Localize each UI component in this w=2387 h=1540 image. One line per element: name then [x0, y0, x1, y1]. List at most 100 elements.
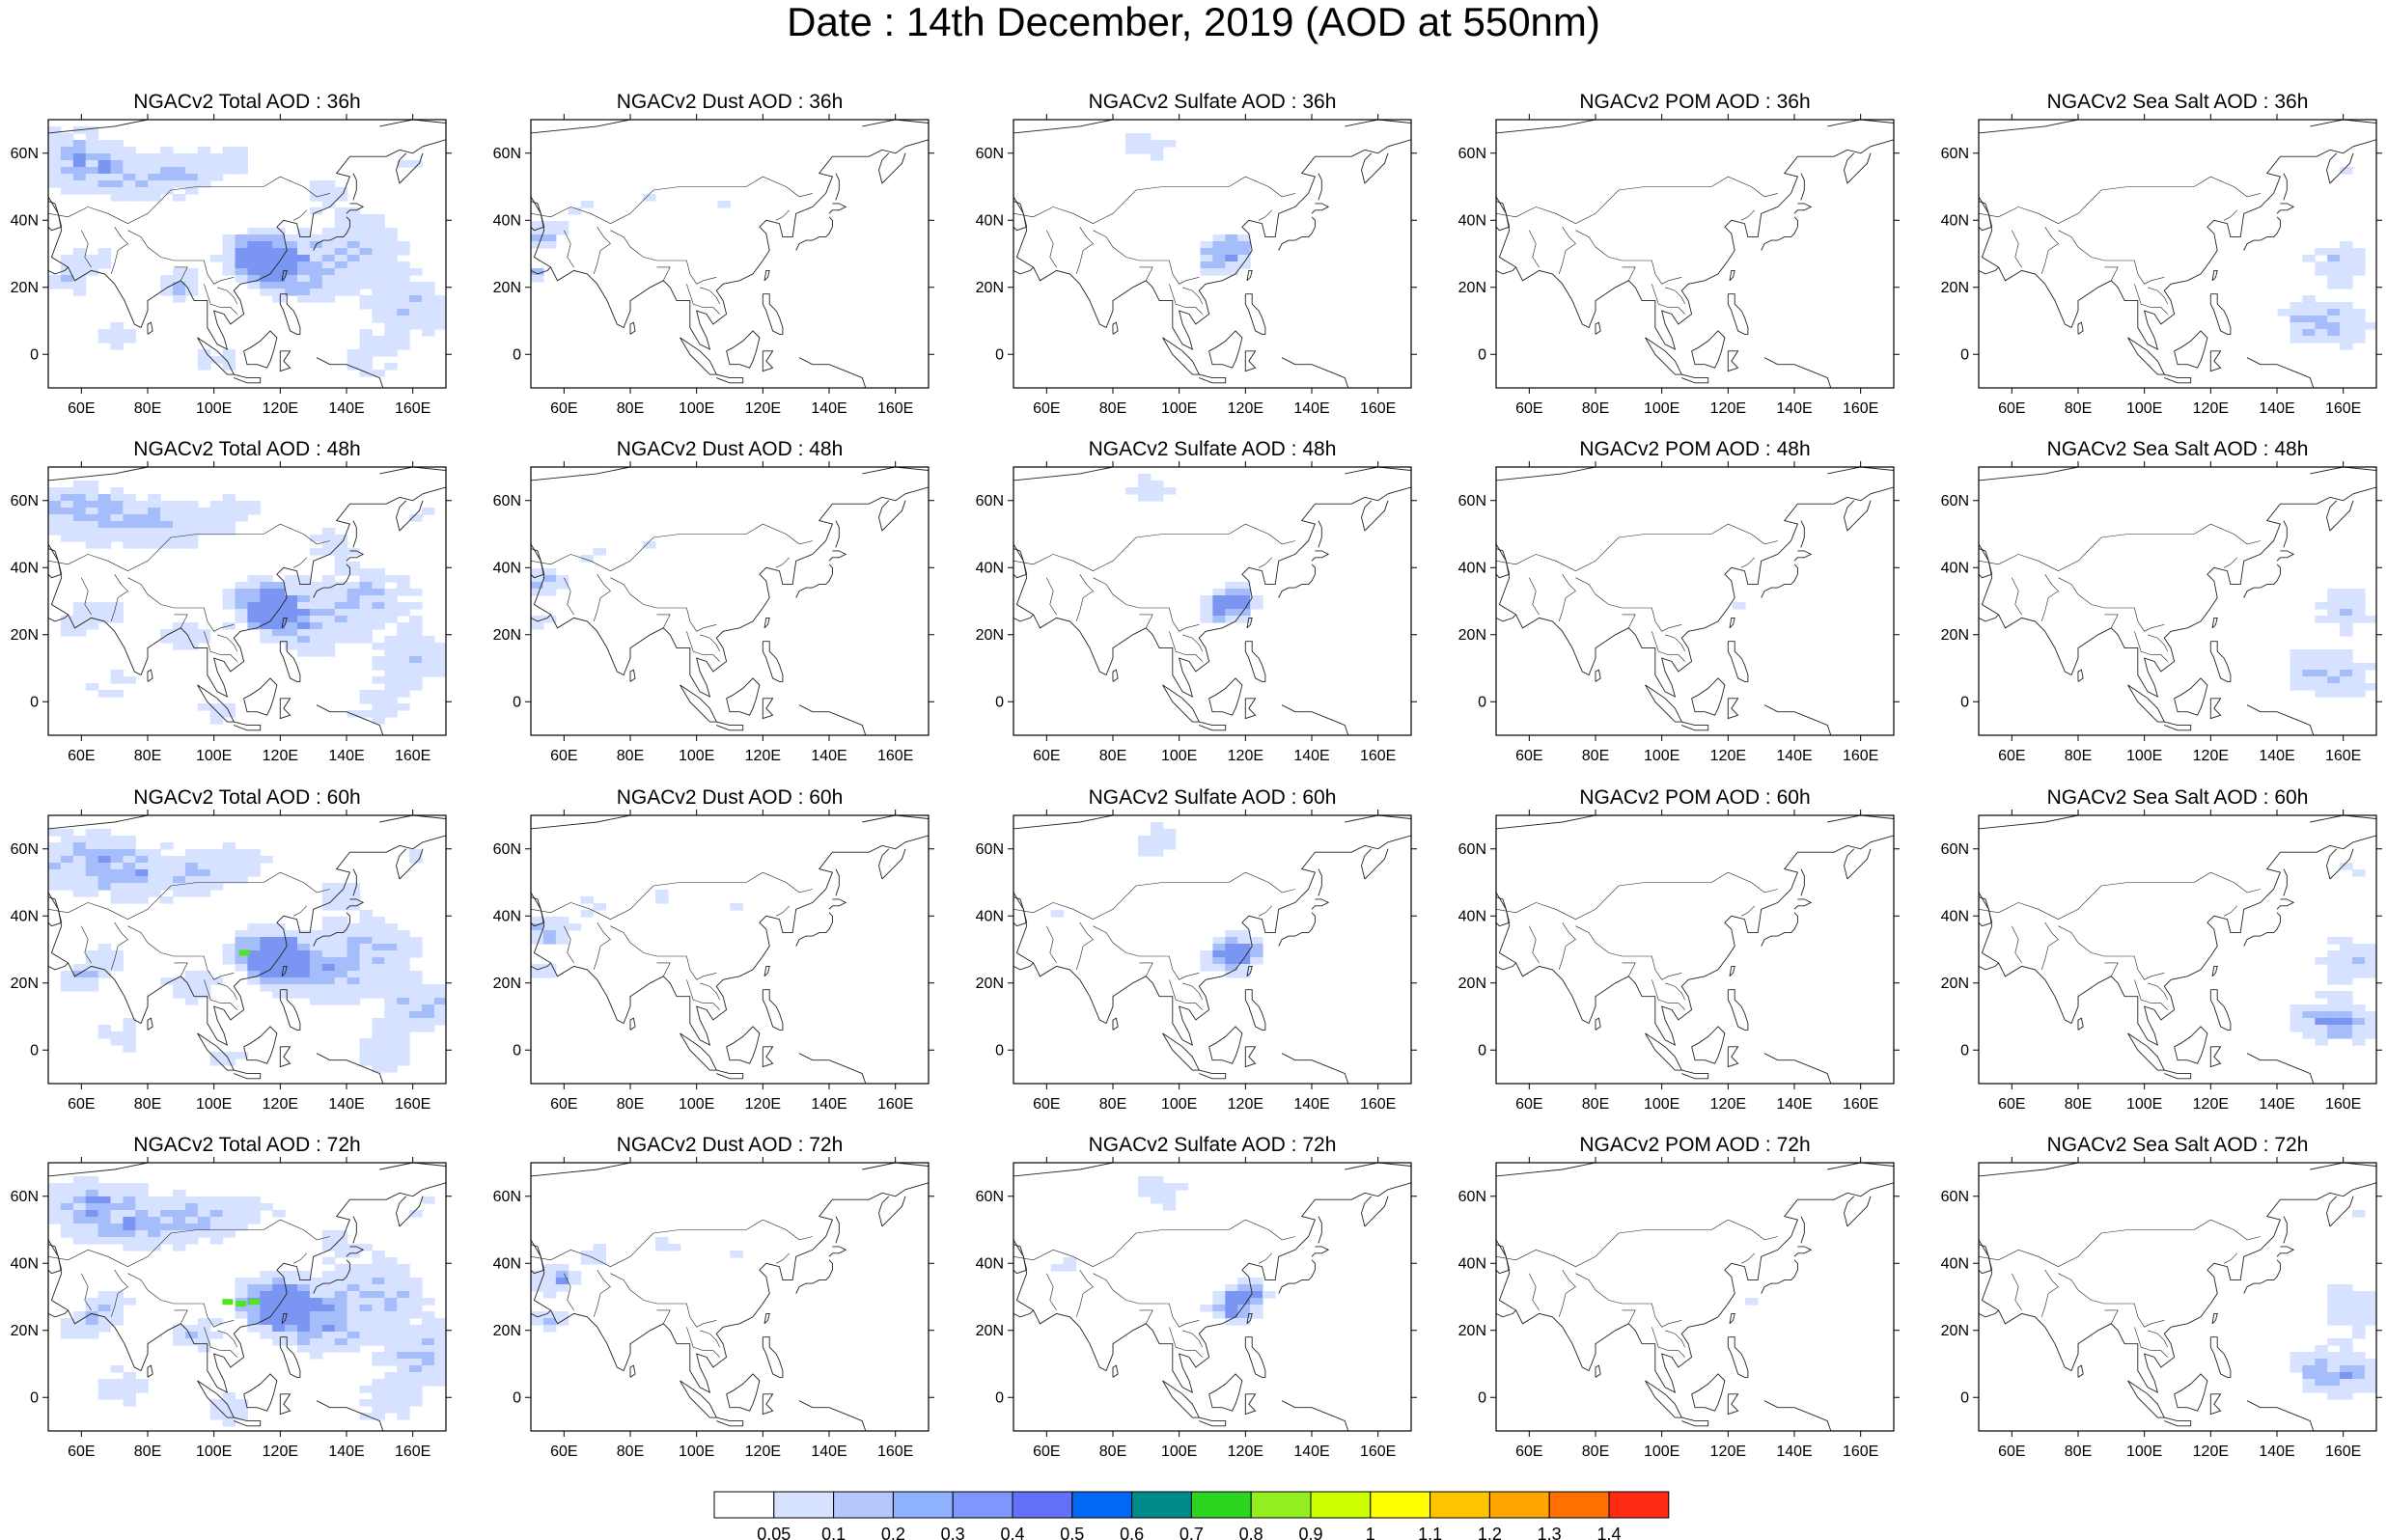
aod-cell: [2352, 670, 2366, 677]
aod-cell: [555, 930, 569, 938]
aod-cell: [531, 589, 544, 596]
coastline: [1827, 467, 1894, 475]
aod-cell: [309, 950, 323, 958]
colorbar-swatch: [1190, 1491, 1252, 1519]
aod-cell: [372, 1045, 385, 1053]
aod-cell: [197, 180, 211, 188]
country-border: [48, 871, 330, 921]
aod-cell: [135, 1190, 149, 1197]
aod-cell: [422, 998, 435, 1005]
coastline: [279, 1336, 301, 1378]
coastline: [531, 815, 664, 830]
panel-frame: [1978, 466, 2377, 736]
x-tick-label: 140E: [811, 748, 847, 764]
y-tick-label: 0: [995, 694, 1004, 710]
coastline: [352, 1216, 357, 1244]
aod-cell: [72, 268, 87, 276]
coastline: [878, 152, 890, 184]
coastline: [2243, 564, 2281, 598]
aod-cell: [85, 876, 99, 884]
coastline: [1595, 321, 1601, 335]
aod-cell: [60, 869, 74, 877]
aod-cell: [60, 863, 74, 870]
aod-cell: [309, 636, 323, 644]
aod-cell: [197, 1210, 211, 1218]
aod-cell: [297, 228, 311, 235]
aod-cell: [2315, 261, 2328, 269]
aod-cell: [173, 167, 186, 175]
aod-cell: [297, 636, 311, 644]
aod-cell: [2340, 616, 2353, 623]
aod-cell: [347, 991, 361, 999]
aod-cell: [72, 1325, 87, 1333]
aod-cell: [2302, 670, 2316, 677]
aod-cell: [384, 683, 398, 691]
aod-cell: [110, 1392, 124, 1400]
aod-cell: [297, 589, 311, 596]
aod-cell: [2327, 595, 2341, 603]
coastline: [281, 617, 288, 629]
aod-cell: [222, 950, 236, 958]
aod-cell: [372, 1031, 385, 1039]
aod-cell: [285, 248, 298, 256]
coastline: [2329, 500, 2354, 532]
coastline: [1979, 614, 1999, 622]
aod-cell: [409, 1325, 423, 1333]
coastline: [279, 1393, 291, 1416]
coastline: [147, 321, 153, 335]
aod-cell: [272, 930, 286, 938]
aod-cell: [2340, 1352, 2353, 1360]
aod-cell: [184, 977, 199, 985]
aod-cell: [334, 568, 348, 576]
aod-cell: [409, 977, 423, 985]
aod-cell: [85, 1332, 99, 1339]
aod-cell: [334, 984, 348, 992]
aod-cell: [148, 1210, 161, 1218]
aod-field: [531, 890, 743, 978]
x-tick-label: 140E: [2259, 748, 2294, 764]
coastline: [1846, 152, 1872, 184]
coastline: [1281, 704, 1349, 735]
coastline: [1761, 1259, 1798, 1294]
coastline: [1318, 173, 1322, 201]
aod-cell: [197, 1345, 211, 1353]
aod-cell: [397, 663, 410, 671]
aod-cell: [123, 890, 136, 897]
aod-cell: [222, 363, 236, 371]
aod-cell: [409, 514, 423, 522]
aod-cell: [235, 849, 248, 857]
country-border: [1558, 227, 1576, 274]
aod-cell: [2352, 316, 2366, 323]
aod-cell: [285, 575, 298, 583]
aod-cell: [285, 1271, 298, 1279]
aod-cell: [285, 1332, 298, 1339]
aod-cell: [359, 568, 373, 576]
x-tick-label: 160E: [2325, 748, 2361, 764]
coastline: [763, 269, 770, 282]
coastlines: [531, 815, 929, 1084]
aod-cell: [123, 147, 136, 154]
aod-cell: [372, 1413, 385, 1420]
coastline: [2246, 1053, 2315, 1084]
aod-cell: [235, 930, 248, 938]
x-tick-label: 100E: [679, 748, 714, 764]
y-tick-label: 20N: [976, 627, 1004, 644]
aod-cell: [347, 1311, 361, 1319]
aod-cell: [173, 1196, 186, 1204]
aod-cell: [1138, 494, 1152, 502]
aod-cell: [173, 521, 186, 529]
aod-cell: [1212, 602, 1226, 610]
aod-cell: [160, 1217, 174, 1224]
coastline: [1496, 815, 1629, 830]
aod-cell: [372, 575, 385, 583]
coastline: [828, 1246, 847, 1257]
colorbar-label: 1.4: [1596, 1525, 1621, 1540]
aod-cell: [222, 1392, 236, 1400]
y-tick-label: 0: [1960, 1389, 1969, 1406]
aod-cell: [297, 1284, 311, 1292]
coastline: [2310, 1163, 2376, 1170]
aod-cell: [72, 971, 87, 978]
aod-cell: [1212, 248, 1226, 256]
